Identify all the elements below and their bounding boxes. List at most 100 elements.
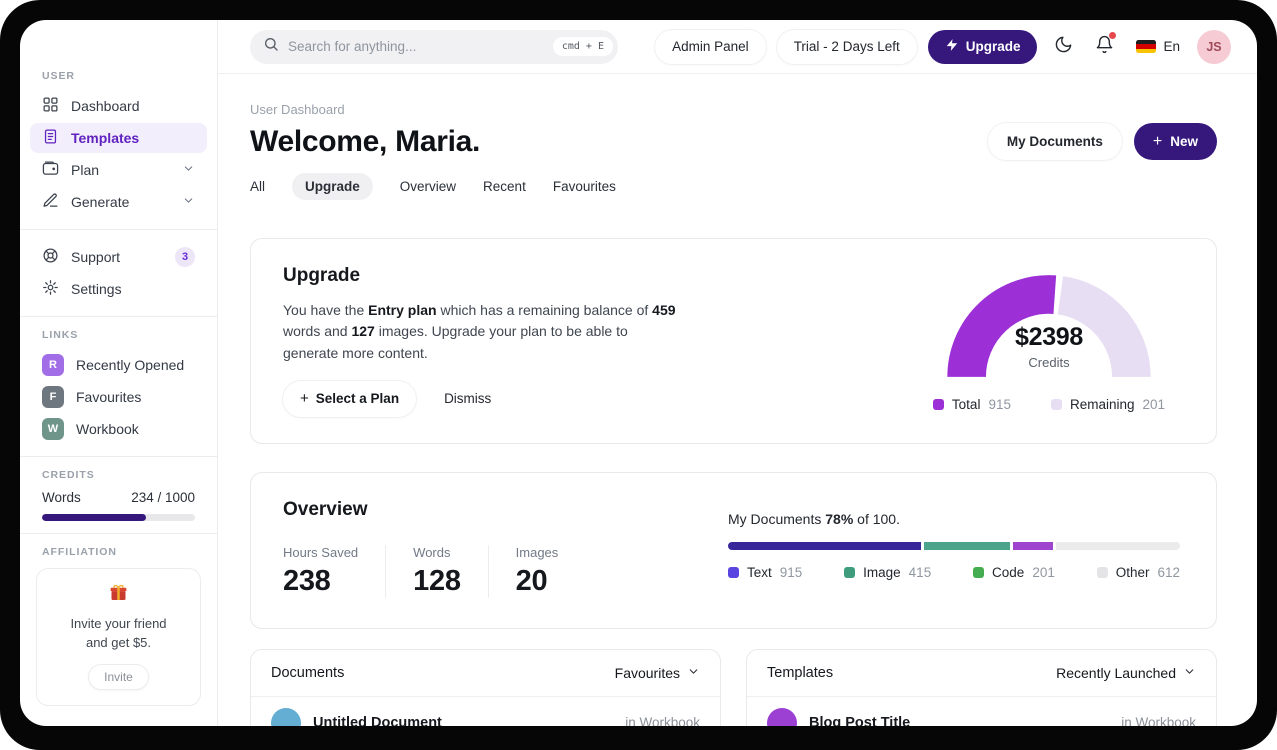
germany-flag-icon xyxy=(1136,40,1157,53)
sidebar-item-templates[interactable]: Templates xyxy=(30,123,207,153)
chevron-down-icon xyxy=(182,162,195,178)
tab-overview[interactable]: Overview xyxy=(399,179,457,194)
stat-value: 238 xyxy=(283,564,331,597)
overview-card-title: Overview xyxy=(283,498,368,520)
legend-value: 201 xyxy=(1032,564,1055,580)
upgrade-card-left: Upgrade You have the Entry plan which ha… xyxy=(283,265,685,417)
invite-button[interactable]: Invite xyxy=(88,663,149,690)
language-label: En xyxy=(1163,39,1180,54)
templates-panel: Templates Recently Launched Blog Post Ti… xyxy=(746,648,1217,726)
dark-mode-toggle[interactable] xyxy=(1048,35,1078,59)
legend-label: Image xyxy=(863,564,901,580)
legend-label: Remaining xyxy=(1069,397,1135,412)
upgrade-button[interactable]: Upgrade xyxy=(927,29,1038,64)
sidebar-item-plan[interactable]: Plan xyxy=(30,155,207,185)
stat-hours-saved: Hours Saved 238 xyxy=(283,544,387,598)
title-actions: My Documents + New xyxy=(987,123,1217,160)
legend-item-code: Code 201 xyxy=(973,565,1055,580)
sidebar: USER Dashboard Templates Plan Generate S… xyxy=(20,20,218,726)
support-count-badge: 3 xyxy=(175,247,195,267)
legend-item-total: Total 915 xyxy=(932,397,1011,412)
sidebar-item-label: Settings xyxy=(71,281,122,297)
templates-filter-dropdown[interactable]: Recently Launched xyxy=(1056,665,1196,681)
gauge-center: $2398 Credits xyxy=(937,323,1161,370)
sidebar-item-label: Dashboard xyxy=(71,98,140,114)
sidebar-divider xyxy=(20,533,217,534)
legend-swatch xyxy=(1096,566,1108,578)
notifications-button[interactable] xyxy=(1089,31,1119,59)
legend-swatch xyxy=(1050,399,1062,410)
bar-segment-other xyxy=(1055,541,1180,550)
bottom-panels: Documents Favourites Untitled Document i… xyxy=(250,648,1217,726)
stat-label: Images xyxy=(515,544,559,560)
document-avatar xyxy=(271,707,301,726)
page-title: Welcome, Maria. xyxy=(250,124,481,158)
documents-usage: My Documents 78% of 100. Text 915 xyxy=(728,511,1180,598)
lifebuoy-icon xyxy=(42,247,59,267)
legend-value: 612 xyxy=(1157,564,1180,580)
gear-icon xyxy=(42,279,59,299)
gauge-legend: Total 915 Remaining 201 xyxy=(924,397,1174,412)
sidebar-link-workbook[interactable]: W Workbook xyxy=(20,414,217,444)
template-title: Blog Post Title xyxy=(809,714,911,726)
credits-progress-fill xyxy=(42,514,147,521)
tab-upgrade[interactable]: Upgrade xyxy=(292,173,373,200)
sidebar-item-generate[interactable]: Generate xyxy=(30,187,207,217)
title-row: Welcome, Maria. My Documents + New xyxy=(250,123,1217,160)
link-initial-badge: R xyxy=(42,354,64,376)
document-list-item[interactable]: Untitled Document in Workbook xyxy=(251,697,720,726)
stat-label: Words xyxy=(413,544,451,560)
select-plan-button[interactable]: + Select a Plan xyxy=(283,380,417,417)
upgrade-card-body: You have the Entry plan which has a rema… xyxy=(283,302,676,361)
sidebar-divider xyxy=(20,316,217,317)
credits-value: 234 / 1000 xyxy=(131,490,195,505)
usage-legend: Text 915 Image 415 Code 201 xyxy=(728,565,1180,580)
sidebar-item-settings[interactable]: Settings xyxy=(30,274,207,304)
upgrade-card: Upgrade You have the Entry plan which ha… xyxy=(250,238,1217,444)
sidebar-item-dashboard[interactable]: Dashboard xyxy=(30,91,207,121)
sidebar-link-favourites[interactable]: F Favourites xyxy=(20,382,217,412)
new-button[interactable]: + New xyxy=(1133,123,1217,160)
sidebar-divider xyxy=(20,456,217,457)
sidebar-item-label: Support xyxy=(71,249,121,265)
user-avatar[interactable]: JS xyxy=(1197,29,1231,64)
legend-swatch xyxy=(973,566,985,578)
lightning-icon xyxy=(945,38,959,55)
affiliation-text: Invite your friend and get $5. xyxy=(70,616,167,650)
language-selector[interactable]: En xyxy=(1136,39,1180,54)
gauge-arc-total xyxy=(947,275,1057,378)
pencil-icon xyxy=(42,192,59,212)
admin-panel-button[interactable]: Admin Panel xyxy=(655,29,766,64)
documents-panel: Documents Favourites Untitled Document i… xyxy=(250,648,721,726)
plus-icon: + xyxy=(300,390,309,408)
overview-card: Overview Hours Saved 238 Words 128 Image… xyxy=(250,471,1217,629)
gauge-value: $2398 xyxy=(1014,323,1084,351)
search-input[interactable]: Search for anything... cmd + E xyxy=(250,29,618,64)
tab-favourites[interactable]: Favourites xyxy=(552,179,616,194)
sidebar-item-support[interactable]: Support 3 xyxy=(30,242,207,272)
sidebar-link-recently-opened[interactable]: R Recently Opened xyxy=(20,350,217,380)
topbar: Search for anything... cmd + E Admin Pan… xyxy=(218,20,1257,74)
sidebar-item-label: Plan xyxy=(71,162,100,178)
tab-recent[interactable]: Recent xyxy=(483,179,526,194)
credits-row: Words 234 / 1000 xyxy=(20,490,217,505)
templates-panel-header: Templates Recently Launched xyxy=(747,650,1216,697)
dismiss-button[interactable]: Dismiss xyxy=(444,391,492,407)
moon-icon xyxy=(1054,35,1073,59)
my-documents-button[interactable]: My Documents xyxy=(987,123,1122,160)
tab-all[interactable]: All xyxy=(250,179,266,194)
legend-label: Text xyxy=(747,564,772,580)
link-initial-badge: F xyxy=(42,386,64,408)
gauge-svg xyxy=(947,275,1151,378)
gauge-chart: $2398 Credits xyxy=(937,265,1161,387)
documents-filter-dropdown[interactable]: Favourites xyxy=(615,665,700,681)
documents-panel-header: Documents Favourites xyxy=(251,650,720,697)
chevron-down-icon xyxy=(687,665,700,681)
stat-value: 128 xyxy=(413,564,461,597)
usage-title: My Documents 78% of 100. xyxy=(728,510,900,527)
trial-badge[interactable]: Trial - 2 Days Left xyxy=(776,29,917,64)
template-list-item[interactable]: Blog Post Title in Workbook xyxy=(747,697,1216,726)
legend-label: Total xyxy=(951,397,981,412)
stat-label: Hours Saved xyxy=(283,544,359,560)
stat-value: 20 xyxy=(515,564,548,597)
